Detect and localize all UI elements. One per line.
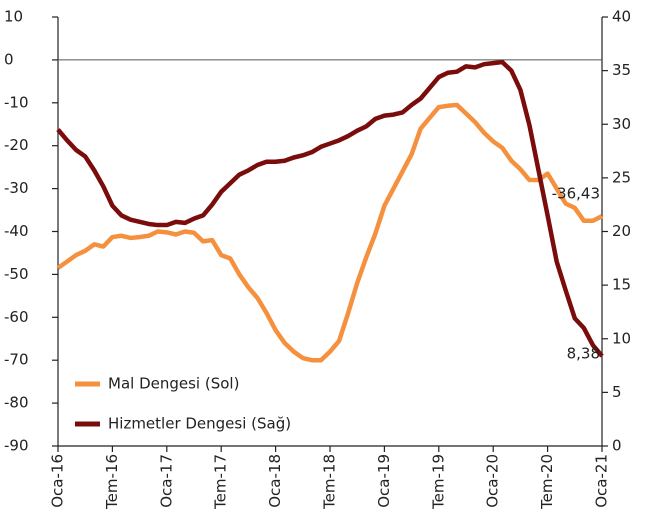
y-tick-label: -70 — [4, 351, 29, 369]
y2-tick-label: 40 — [612, 8, 631, 26]
x-tick-label: Tem-20 — [538, 454, 556, 510]
x-tick-label: Oca-16 — [49, 454, 67, 508]
y-tick-label: -80 — [4, 394, 29, 412]
x-tick-label: Oca-21 — [593, 454, 611, 508]
x-tick-label: Tem-17 — [212, 454, 230, 510]
y2-tick-label: 5 — [612, 383, 622, 401]
y-tick-label: -10 — [4, 93, 29, 111]
x-tick-label: Tem-18 — [321, 454, 339, 510]
y2-tick-label: 30 — [612, 115, 631, 133]
x-tick-label: Tem-16 — [103, 454, 121, 510]
y2-tick-label: 25 — [612, 168, 631, 186]
x-tick-label: Tem-19 — [429, 454, 447, 510]
legend-label: Mal Dengesi (Sol) — [108, 375, 239, 393]
y2-tick-label: 15 — [612, 276, 631, 294]
y-tick-label: -30 — [4, 179, 29, 197]
x-tick-label: Oca-19 — [375, 454, 393, 508]
series-line — [56, 59, 604, 358]
y-tick-label: -90 — [4, 437, 29, 455]
y2-tick-label: 20 — [612, 222, 631, 240]
y-tick-label: 10 — [4, 8, 23, 26]
y-tick-label: -60 — [4, 308, 29, 326]
x-tick-label: Oca-20 — [484, 454, 502, 508]
value-label: -36,43 — [552, 185, 600, 203]
legend-label: Hizmetler Dengesi (Sağ) — [108, 415, 291, 433]
x-tick-label: Oca-17 — [157, 454, 175, 508]
value-label: 8,38 — [567, 345, 600, 363]
y2-tick-label: 0 — [612, 437, 622, 455]
y-tick-label: -40 — [4, 222, 29, 240]
series-line — [56, 102, 604, 363]
y-tick-label: -50 — [4, 265, 29, 283]
y2-tick-label: 35 — [612, 61, 631, 79]
y-tick-label: -20 — [4, 136, 29, 154]
y2-tick-label: 10 — [612, 329, 631, 347]
y-tick-label: 0 — [4, 50, 14, 68]
x-tick-label: Oca-18 — [266, 454, 284, 508]
